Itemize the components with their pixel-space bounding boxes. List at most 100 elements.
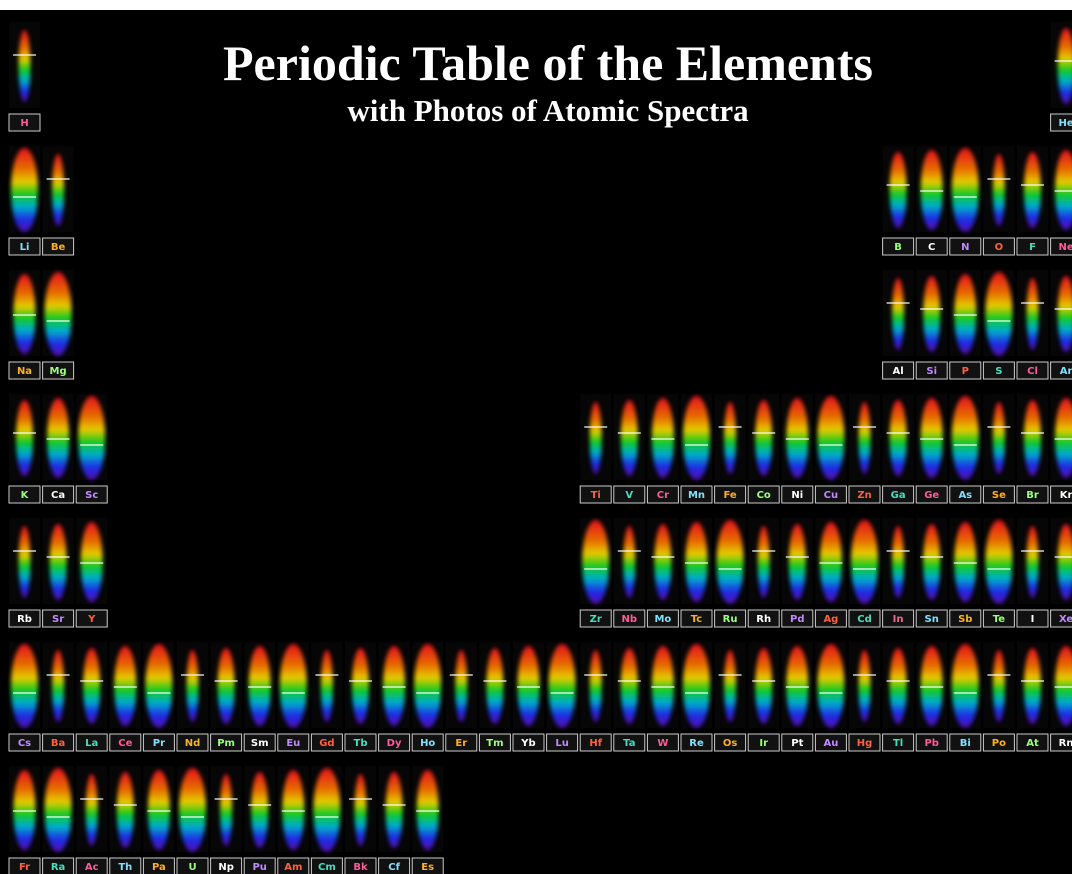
element-cell: Tl bbox=[883, 642, 914, 751]
element-cell: Pm bbox=[211, 642, 242, 751]
spectrum-line bbox=[920, 438, 943, 440]
element-symbol: Zn bbox=[857, 490, 871, 501]
element-cell: Mo bbox=[647, 518, 678, 627]
spectrum-line bbox=[47, 178, 70, 180]
spectrum-line bbox=[685, 562, 708, 564]
spectrum bbox=[985, 272, 1012, 356]
spectrum-line bbox=[920, 308, 943, 310]
spectrum-line bbox=[1021, 550, 1044, 552]
spectrum-line bbox=[215, 798, 238, 800]
spectrum bbox=[19, 30, 31, 102]
spectrum-line bbox=[719, 426, 742, 428]
element-symbol: Li bbox=[20, 242, 30, 253]
spectrum-line bbox=[954, 444, 977, 446]
element-cell: Ac bbox=[76, 766, 107, 874]
element-cell: Co bbox=[748, 394, 779, 503]
element-cell: Si bbox=[916, 270, 947, 379]
element-cell: Lu bbox=[547, 642, 578, 751]
element-cell: Rb bbox=[9, 518, 40, 627]
element-symbol: Be bbox=[51, 242, 66, 253]
element-symbol: Yb bbox=[520, 738, 535, 749]
element-cell: K bbox=[9, 394, 40, 503]
spectrum bbox=[892, 278, 904, 350]
spectrum bbox=[1027, 278, 1039, 350]
element-symbol: Ar bbox=[1060, 366, 1072, 377]
element-cell: Ir bbox=[748, 642, 779, 751]
spectrum-line bbox=[13, 54, 36, 56]
element-symbol: Ra bbox=[51, 862, 65, 873]
element-symbol: I bbox=[1031, 614, 1035, 625]
element-symbol: In bbox=[893, 614, 904, 625]
element-symbol: Tc bbox=[691, 614, 702, 625]
spectrum-line bbox=[819, 562, 842, 564]
spectrum-line bbox=[987, 674, 1010, 676]
element-symbol: Cl bbox=[1027, 366, 1038, 377]
spectrum bbox=[78, 396, 105, 480]
spectrum bbox=[117, 772, 134, 848]
spectrum bbox=[724, 402, 736, 474]
element-symbol: Lu bbox=[555, 738, 569, 749]
element-symbol: Tb bbox=[354, 738, 368, 749]
element-cell: Es bbox=[412, 766, 443, 874]
spectrum-line bbox=[887, 550, 910, 552]
element-cell: V bbox=[614, 394, 645, 503]
spectrum-line bbox=[887, 302, 910, 304]
spectrum-line bbox=[853, 674, 876, 676]
spectrum bbox=[993, 650, 1005, 722]
spectrum bbox=[892, 526, 904, 598]
element-cell: H bbox=[9, 22, 40, 131]
element-symbol: Sc bbox=[85, 490, 98, 501]
spectrum-line bbox=[248, 686, 271, 688]
spectrum-line bbox=[349, 798, 372, 800]
element-cell: Th bbox=[110, 766, 141, 874]
element-symbol: Tl bbox=[893, 738, 903, 749]
element-symbol: Pm bbox=[217, 738, 235, 749]
element-cell: Tm bbox=[479, 642, 510, 751]
element-cell: Dy bbox=[379, 642, 410, 751]
element-symbol: Pu bbox=[252, 862, 266, 873]
spectrum-line bbox=[618, 550, 641, 552]
element-cell: W bbox=[647, 642, 678, 751]
element-symbol: Cd bbox=[857, 614, 872, 625]
spectrum-line bbox=[517, 686, 540, 688]
element-symbol: Dy bbox=[387, 738, 402, 749]
spectrum bbox=[724, 650, 736, 722]
element-cell: Na bbox=[9, 270, 40, 379]
element-cell: Sb bbox=[950, 518, 981, 627]
spectrum-line bbox=[651, 438, 674, 440]
spectrum-line bbox=[13, 314, 36, 316]
element-cell: Cu bbox=[815, 394, 846, 503]
element-symbol: Cs bbox=[18, 738, 31, 749]
element-symbol: Es bbox=[421, 862, 434, 873]
element-cell: Zr bbox=[580, 518, 611, 627]
element-cell: S bbox=[983, 270, 1014, 379]
spectrum bbox=[993, 402, 1005, 474]
element-cell: I bbox=[1017, 518, 1048, 627]
spectrum-line bbox=[954, 314, 977, 316]
element-cell: Np bbox=[211, 766, 242, 874]
spectrum bbox=[923, 276, 940, 352]
element-cell: Br bbox=[1017, 394, 1048, 503]
spectrum-line bbox=[920, 556, 943, 558]
spectrum-line bbox=[13, 196, 36, 198]
element-symbol: Ti bbox=[591, 490, 601, 501]
element-symbol: Pd bbox=[790, 614, 805, 625]
spectrum-line bbox=[987, 568, 1010, 570]
element-symbol: Te bbox=[993, 614, 1005, 625]
element-cell: Yb bbox=[513, 642, 544, 751]
element-cell: Ne bbox=[1051, 146, 1072, 255]
spectrum bbox=[952, 644, 979, 728]
element-symbol: Er bbox=[455, 738, 467, 749]
spectrum-line bbox=[147, 810, 170, 812]
spectrum-line bbox=[282, 692, 305, 694]
element-symbol: Ne bbox=[1059, 242, 1072, 253]
spectrum-line bbox=[1055, 190, 1072, 192]
element-cell: N bbox=[950, 146, 981, 255]
spectrum-line bbox=[752, 550, 775, 552]
spectrum bbox=[1024, 400, 1041, 476]
spectrum bbox=[590, 650, 602, 722]
element-cell: Cl bbox=[1017, 270, 1048, 379]
element-symbol: S bbox=[995, 366, 1002, 377]
spectrum-line bbox=[920, 686, 943, 688]
element-symbol: Sm bbox=[251, 738, 269, 749]
